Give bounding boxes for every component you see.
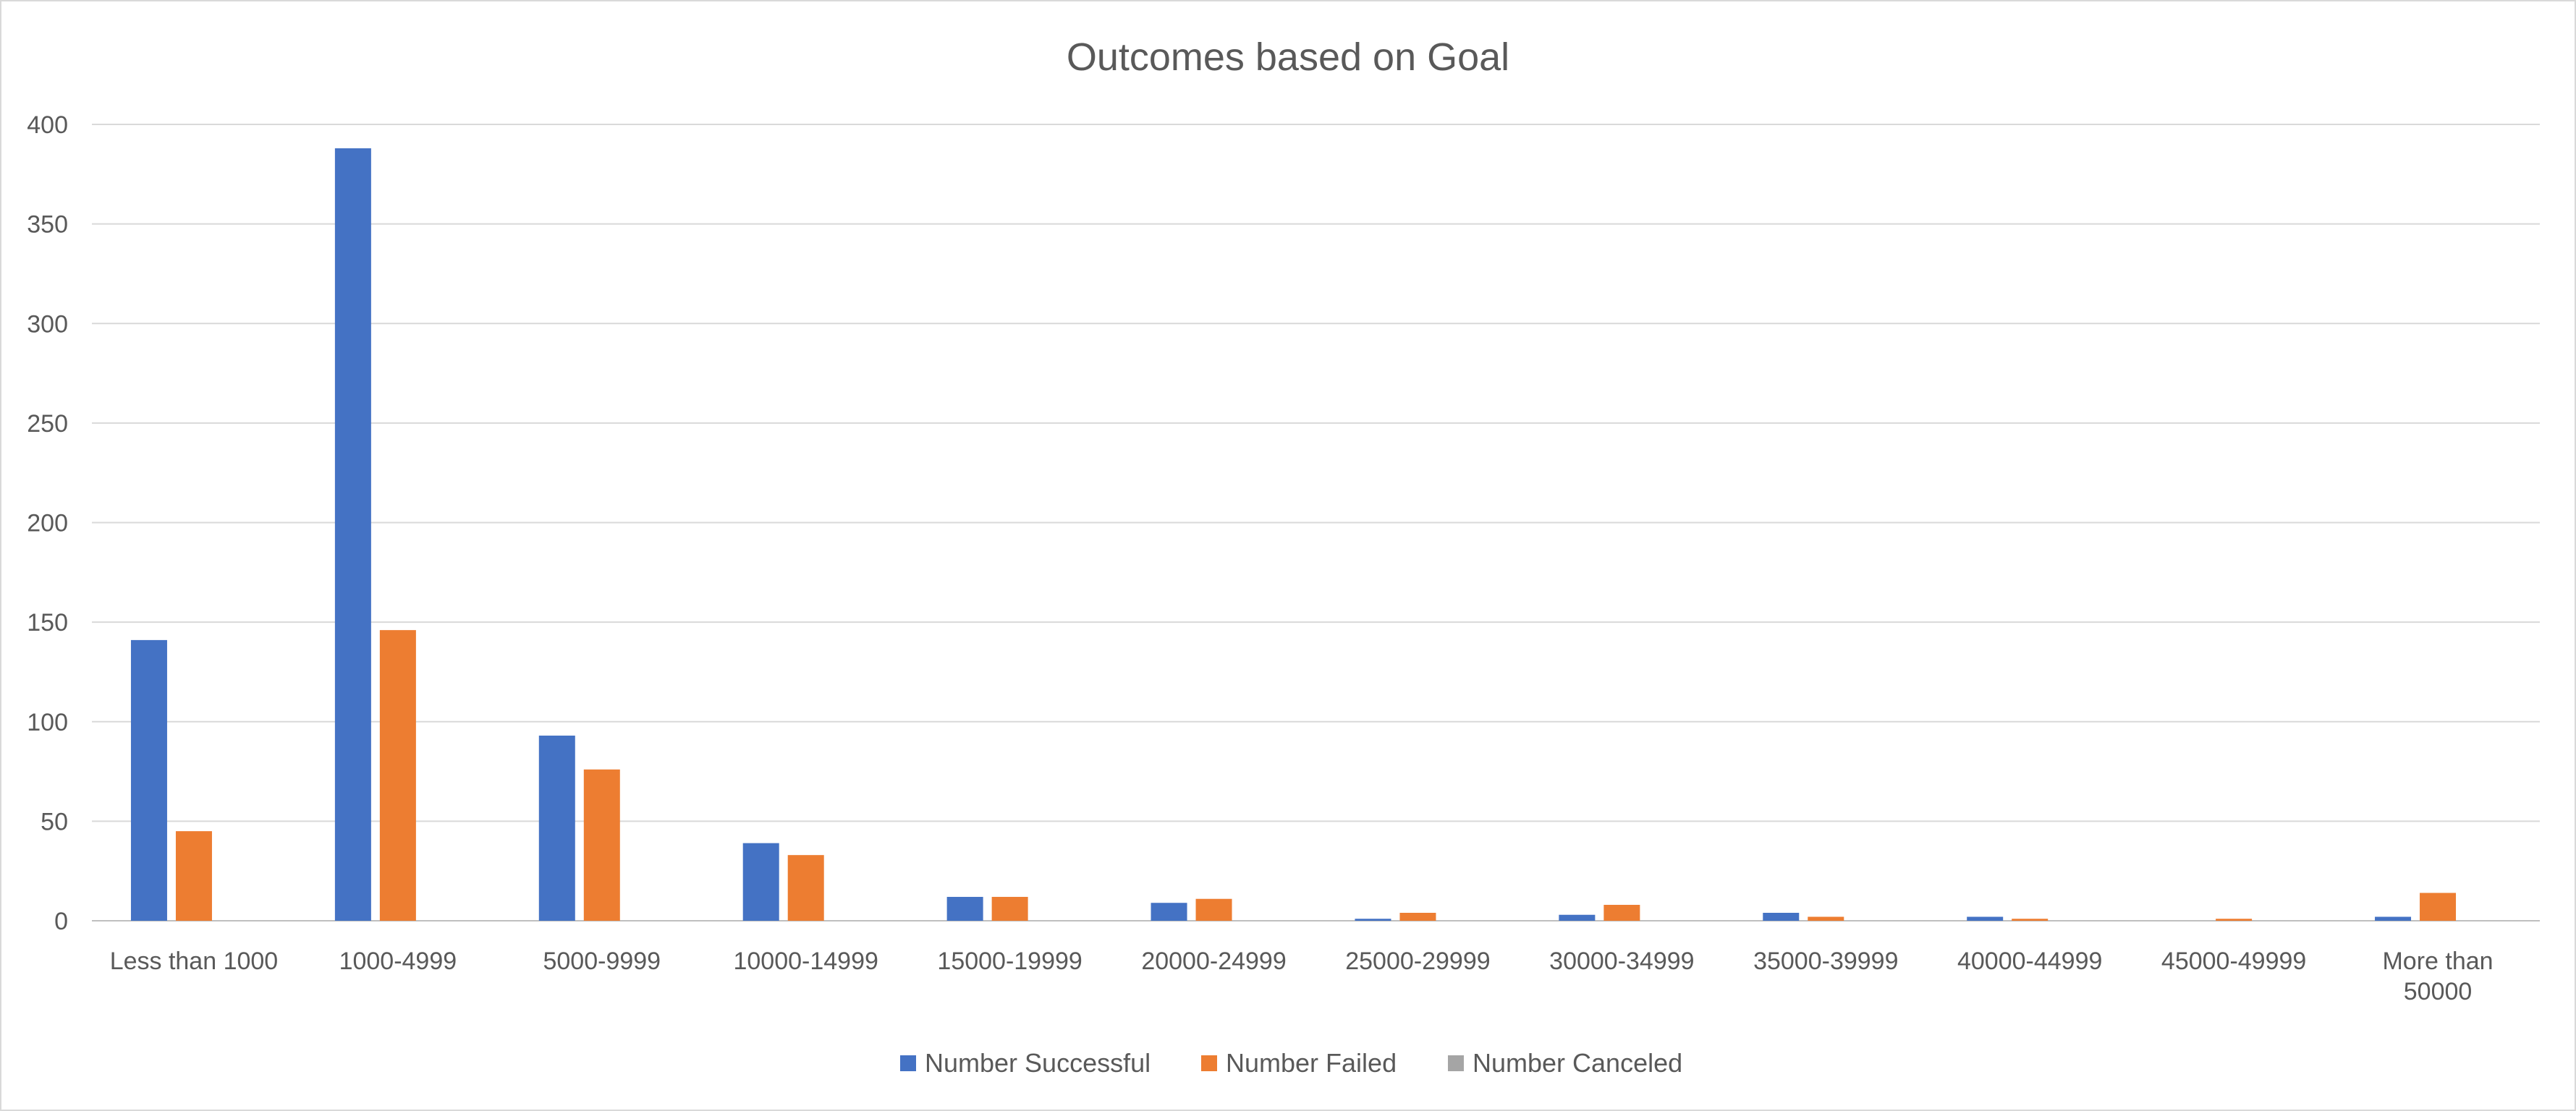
bar [787,855,824,921]
bars [130,148,2457,921]
bar [1355,919,1391,921]
bar [742,843,779,921]
bar [334,148,371,921]
bar [175,831,212,921]
x-tick-label: Less than 1000 [110,948,279,975]
chart-title: Outcomes based on Goal [1067,35,1509,79]
x-tick-label: 30000-34999 [1549,948,1694,975]
y-tick-label: 300 [27,310,68,338]
series-number-failed [175,630,2457,921]
bar [2375,916,2412,921]
legend-label: Number Canceled [1473,1048,1682,1078]
x-tick-label: 40000-44999 [1957,948,2102,975]
legend-label: Number Failed [1226,1048,1397,1078]
y-tick-label: 200 [27,510,68,537]
bar [991,896,1028,921]
series-number-successful [130,148,2412,921]
x-tick-label: 15000-19999 [937,948,1082,975]
bar [1559,914,1596,921]
x-tick-label: 25000-29999 [1345,948,1490,975]
bar [1967,916,2004,921]
bar [2420,893,2457,921]
y-tick-label: 100 [27,709,68,736]
legend-item-number-failed: Number Failed [1201,1048,1397,1078]
y-tick-label: 250 [27,410,68,438]
bar [1603,904,1640,921]
y-tick-label: 150 [27,609,68,637]
bar [2216,919,2253,921]
bar [379,630,416,921]
y-tick-label: 350 [27,211,68,239]
legend: Number Successful Number Failed Number Can… [900,1048,1682,1078]
x-tick-label: 35000-39999 [1753,948,1898,975]
bar [2012,919,2048,921]
x-tick-label: 1000-4999 [339,948,457,975]
x-tick-label: 10000-14999 [733,948,878,975]
x-tick-label: 5000-9999 [543,948,661,975]
bar [1195,898,1232,921]
y-tick-label: 400 [27,111,68,139]
legend-item-number-canceled: Number Canceled [1448,1048,1682,1078]
y-axis-tick-labels: 0 50 100 150 200 250 300 350 400 [27,111,68,935]
bar [946,896,983,921]
bar [130,639,167,921]
gridlines [92,124,2540,921]
bar [1399,912,1436,921]
bar [583,769,620,921]
legend-item-number-successful: Number Successful [900,1048,1151,1078]
bar [1151,903,1187,921]
y-tick-label: 0 [54,908,68,935]
y-tick-label: 50 [41,808,68,835]
bar [1763,912,1800,921]
bar [538,736,575,921]
legend-swatch [1448,1055,1464,1071]
legend-swatch [1201,1055,1217,1071]
x-tick-label: 20000-24999 [1141,948,1286,975]
x-tick-label: 45000-49999 [2161,948,2306,975]
x-tick-label: More than 50000 [2382,948,2493,1005]
legend-label: Number Successful [925,1048,1151,1078]
x-axis-tick-labels: Less than 1000 1000-4999 5000-9999 10000-14… [110,948,2494,1005]
legend-swatch [900,1055,916,1071]
bar [1808,916,1844,921]
